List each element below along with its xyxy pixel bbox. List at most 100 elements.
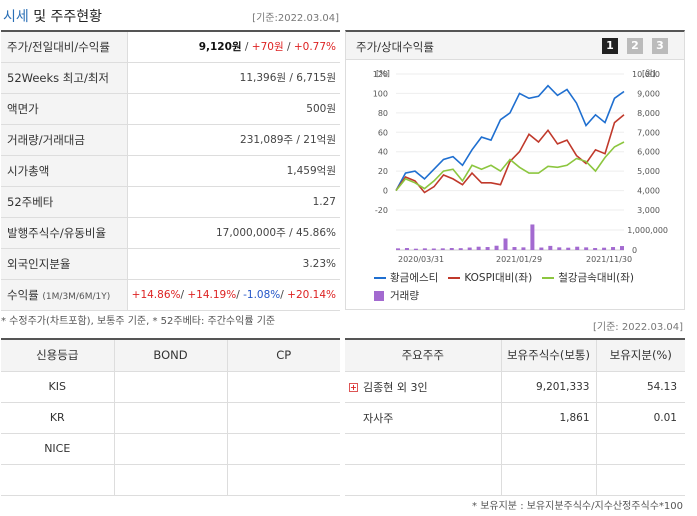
empty-cell bbox=[114, 464, 228, 496]
right-tick-label: 3,000 bbox=[637, 206, 660, 215]
credit-bond bbox=[114, 402, 228, 434]
credit-cp bbox=[227, 371, 340, 403]
legend-swatch bbox=[542, 277, 555, 279]
empty-cell bbox=[596, 433, 685, 465]
volume-bar bbox=[494, 245, 499, 250]
left-tick-label: 120 bbox=[373, 70, 388, 79]
empty-cell bbox=[596, 464, 685, 496]
volume-bar bbox=[611, 247, 616, 250]
volume-bar bbox=[476, 246, 481, 250]
sep: / bbox=[241, 41, 252, 53]
quote-value: 1,459억원 bbox=[286, 165, 336, 177]
series-line-2 bbox=[395, 114, 625, 194]
volume-tick-label: 1,000,000 bbox=[627, 226, 668, 235]
volume-bar bbox=[396, 248, 400, 250]
volume-zero-label: 0 bbox=[632, 246, 637, 255]
quote-note: * 수정주가(차트포함), 보통주 기준, * 52주베타: 주간수익률 기준 bbox=[1, 316, 276, 327]
table-row: NICE bbox=[1, 433, 340, 465]
holder-table: 주요주주 보유주식수(보통) 보유지분(%) + 김종현 외 3인 9,201,3… bbox=[345, 338, 685, 496]
credit-table: 신용등급 BOND CP KIS KR NICE bbox=[1, 338, 340, 496]
chart-page-2[interactable]: 2 bbox=[627, 38, 643, 54]
left-tick-label: 20 bbox=[378, 167, 388, 176]
volume-bar bbox=[431, 248, 436, 250]
volume-bar bbox=[512, 247, 517, 250]
volume-bar bbox=[413, 248, 418, 250]
left-tick-label: 0 bbox=[383, 187, 388, 196]
series-line-3 bbox=[395, 141, 625, 192]
credit-cp bbox=[227, 402, 340, 434]
credit-header: CP bbox=[227, 340, 340, 372]
quote-row-52w: 52Weeks 최고/최저 11,396원 / 6,715원 bbox=[1, 63, 340, 94]
returns-label: 수익률 bbox=[7, 288, 39, 302]
credit-bond bbox=[114, 433, 228, 465]
table-row: 자사주 1,861 0.01 bbox=[345, 402, 685, 434]
volume-bar bbox=[449, 248, 454, 250]
quote-row-par: 액면가 500원 bbox=[1, 94, 340, 125]
left-tick-label: 60 bbox=[378, 128, 388, 137]
volume-bar bbox=[503, 238, 508, 250]
quote-key: 52주베타 bbox=[1, 187, 128, 217]
return-1y: +20.14% bbox=[287, 289, 336, 301]
return-6m: -1.08% bbox=[243, 289, 281, 301]
volume-bar bbox=[530, 224, 535, 250]
right-tick-label: 7,000 bbox=[637, 128, 660, 137]
quote-row-price: 주가/전일대비/수익률 9,120원 / +70원 / +0.77% bbox=[1, 32, 340, 63]
section-header: 시세 및 주주현황 [기준:2022.03.04] bbox=[0, 0, 697, 30]
expand-icon[interactable]: + bbox=[349, 383, 358, 392]
table-row: + 김종현 외 3인 9,201,333 54.13 bbox=[345, 371, 685, 403]
table-row bbox=[345, 433, 685, 465]
empty-cell bbox=[501, 433, 597, 465]
price-chart: [%] [원] 120 10,000 100 9,000 80 8,000 60 7,000 40 6… bbox=[373, 69, 668, 264]
left-axis-unit: [%] bbox=[376, 69, 390, 78]
chart-header: 주가/상대수익률 1 2 3 bbox=[346, 32, 684, 60]
quote-key: 52Weeks 최고/최저 bbox=[1, 63, 128, 93]
chart-panel: 주가/상대수익률 1 2 3 [%] [원] 120 10,000 1 0 0 9,000 80… bbox=[345, 30, 685, 310]
change-pct: +0.77% bbox=[293, 41, 336, 53]
volume-bar bbox=[584, 247, 589, 250]
holder-shares: 9,201,333 bbox=[501, 371, 597, 403]
base-date: [기준:2022.03.04] bbox=[252, 13, 339, 24]
right-tick-label: 10,000 bbox=[632, 70, 660, 79]
volume-bar bbox=[548, 245, 553, 250]
series-line-1 bbox=[395, 84, 625, 191]
quote-key: 주가/전일대비/수익률 bbox=[1, 32, 128, 62]
sep: / bbox=[283, 41, 294, 53]
legend-swatch bbox=[374, 291, 384, 301]
left-tick-label: -20 bbox=[375, 206, 388, 215]
right-tick-label: 9,000 bbox=[637, 89, 660, 98]
chart-page-3[interactable]: 3 bbox=[652, 38, 668, 54]
legend-s3: 철강금속대비(좌) bbox=[558, 272, 635, 284]
title-highlight: 시세 bbox=[3, 9, 29, 25]
right-tick-label: 6,000 bbox=[637, 148, 660, 157]
volume-bar bbox=[440, 248, 445, 250]
return-1m: +14.86% bbox=[131, 289, 181, 301]
chart-page-1[interactable]: 1 bbox=[602, 38, 618, 54]
quote-row-beta: 52주베타 1.27 bbox=[1, 187, 340, 218]
price-value: 9,120원 bbox=[198, 41, 242, 53]
empty-cell bbox=[345, 433, 502, 465]
volume-bar bbox=[566, 247, 571, 250]
holder-name-cell[interactable]: + 김종현 외 3인 bbox=[345, 371, 502, 403]
volume-bar bbox=[539, 247, 544, 250]
holder-pct: 0.01 bbox=[596, 402, 685, 434]
right-axis-unit: [원] bbox=[642, 69, 656, 78]
holder-note: * 보유지분 : 보유지분주식수/지수산정주식수*100 bbox=[472, 501, 683, 512]
legend-swatch bbox=[448, 277, 461, 279]
table-row bbox=[345, 464, 685, 496]
empty-cell bbox=[227, 464, 340, 496]
quote-table: 주가/전일대비/수익률 9,120원 / +70원 / +0.77% 52Wee… bbox=[1, 30, 340, 311]
x-tick-label: 2021/01/29 bbox=[496, 255, 542, 264]
quote-value: 231,089주 / 21억원 bbox=[240, 134, 336, 146]
quote-value: 17,000,000주 / 45.86% bbox=[215, 227, 336, 239]
left-tick-label: 80 bbox=[378, 109, 388, 118]
volume-bar bbox=[521, 247, 526, 250]
volume-bar bbox=[602, 247, 607, 250]
right-tick-label: 5,000 bbox=[637, 167, 660, 176]
x-tick-label: 2021/11/30 bbox=[586, 255, 632, 264]
credit-cp bbox=[227, 433, 340, 465]
credit-agency: KIS bbox=[1, 371, 115, 403]
title-rest: 및 주주현황 bbox=[28, 9, 103, 25]
holder-pct: 54.13 bbox=[596, 371, 685, 403]
quote-row-foreign: 외국인지분율 3.23% bbox=[1, 249, 340, 280]
quote-key: 시가총액 bbox=[1, 156, 128, 186]
